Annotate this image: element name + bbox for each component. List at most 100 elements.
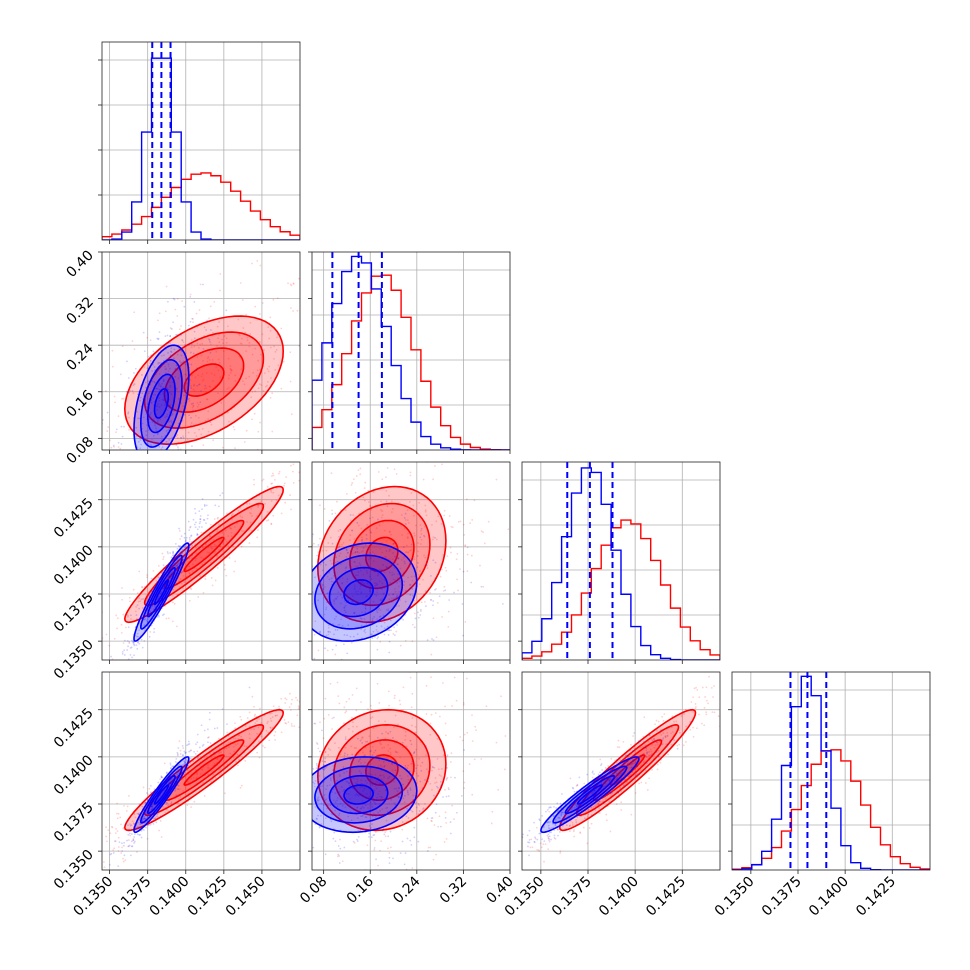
red-sample xyxy=(164,368,167,371)
red-sample xyxy=(482,585,485,588)
blue-sample xyxy=(171,778,174,780)
red-sample xyxy=(287,721,290,724)
red-sample xyxy=(239,342,242,345)
blue-sample xyxy=(332,774,335,777)
blue-sample xyxy=(172,551,175,554)
red-sample xyxy=(188,399,191,402)
blue-sample xyxy=(388,594,390,596)
blue-sample xyxy=(193,301,196,303)
red-sample xyxy=(572,830,575,833)
red-sample xyxy=(232,737,235,740)
blue-sample xyxy=(370,633,373,636)
blue-sample xyxy=(154,450,156,452)
red-sample xyxy=(99,840,101,842)
blue-sample xyxy=(168,575,170,578)
red-sample xyxy=(221,556,224,559)
red-sample xyxy=(434,782,436,784)
red-sample xyxy=(248,542,251,544)
blue-sample xyxy=(424,779,426,781)
red-sample xyxy=(385,819,388,822)
blue-sample xyxy=(127,824,129,827)
red-sample xyxy=(233,570,236,573)
red-sample xyxy=(271,392,274,395)
red-sample xyxy=(465,677,468,680)
red-sample xyxy=(330,472,333,475)
red-sample xyxy=(317,796,320,799)
red-sample xyxy=(160,836,163,838)
blue-sample xyxy=(402,575,405,577)
blue-sample xyxy=(176,771,178,773)
red-sample xyxy=(227,746,230,749)
red-sample xyxy=(308,688,310,690)
histogram-panel-1 xyxy=(308,251,511,454)
blue-sample xyxy=(149,794,152,797)
red-sample xyxy=(364,761,366,764)
blue-sample xyxy=(396,795,398,797)
blue-sample xyxy=(446,766,449,769)
red-sample xyxy=(249,321,252,324)
red-sample xyxy=(360,701,362,703)
red-sample xyxy=(609,830,612,833)
red-sample xyxy=(225,743,228,746)
red-sample xyxy=(160,448,163,450)
blue-sample xyxy=(303,712,305,714)
red-sample xyxy=(116,812,118,815)
red-sample xyxy=(165,577,168,580)
red-sample xyxy=(167,617,170,620)
blue-sample xyxy=(448,788,450,791)
red-sample xyxy=(710,687,713,689)
red-sample xyxy=(215,544,218,547)
red-sample xyxy=(128,596,131,599)
red-sample xyxy=(327,753,330,756)
red-sample xyxy=(327,542,330,544)
blue-sample xyxy=(169,342,171,344)
blue-sample xyxy=(129,854,132,857)
scatter-panel-3-0: 0.13500.13750.14000.14250.14500.13500.13… xyxy=(51,671,301,919)
blue-sample xyxy=(170,575,173,578)
red-sample xyxy=(240,368,243,370)
blue-sample xyxy=(355,574,357,577)
blue-sample xyxy=(175,387,178,390)
blue-sample xyxy=(315,762,318,765)
blue-sample xyxy=(325,634,328,637)
blue-sample xyxy=(364,754,366,756)
red-sample xyxy=(219,557,222,560)
red-sample xyxy=(191,563,194,566)
red-sample xyxy=(253,715,256,717)
blue-sample xyxy=(369,782,372,785)
blue-sample xyxy=(423,534,425,537)
blue-sample xyxy=(118,457,120,459)
blue-sample xyxy=(403,580,406,583)
red-sample xyxy=(629,766,632,769)
red-sample xyxy=(330,536,332,539)
blue-sample xyxy=(396,563,398,566)
red-sample xyxy=(280,512,283,515)
red-sample xyxy=(337,746,340,749)
red-density-fill xyxy=(184,537,224,572)
red-sample xyxy=(278,705,280,708)
red-sample xyxy=(586,842,589,845)
blue-sample xyxy=(360,569,362,572)
red-sample xyxy=(302,440,304,442)
red-sample xyxy=(367,489,370,492)
red-sample xyxy=(379,849,382,852)
blue-sample xyxy=(332,776,335,778)
blue-sample xyxy=(382,614,385,617)
blue-sample xyxy=(157,614,160,617)
blue-sample xyxy=(189,424,192,427)
red-sample xyxy=(630,766,633,769)
red-sample xyxy=(210,546,213,549)
blue-sample xyxy=(461,603,464,605)
red-sample xyxy=(139,600,142,603)
red-sample xyxy=(115,431,117,434)
red-sample xyxy=(473,499,476,502)
red-sample xyxy=(324,817,327,820)
blue-sample xyxy=(302,801,304,803)
red-sample xyxy=(269,329,272,332)
blue-sample xyxy=(339,847,342,850)
red-sample xyxy=(414,731,417,734)
blue-sample xyxy=(594,805,597,807)
blue-sample xyxy=(351,601,353,604)
blue-sample xyxy=(146,406,148,408)
blue-sample xyxy=(325,598,328,601)
